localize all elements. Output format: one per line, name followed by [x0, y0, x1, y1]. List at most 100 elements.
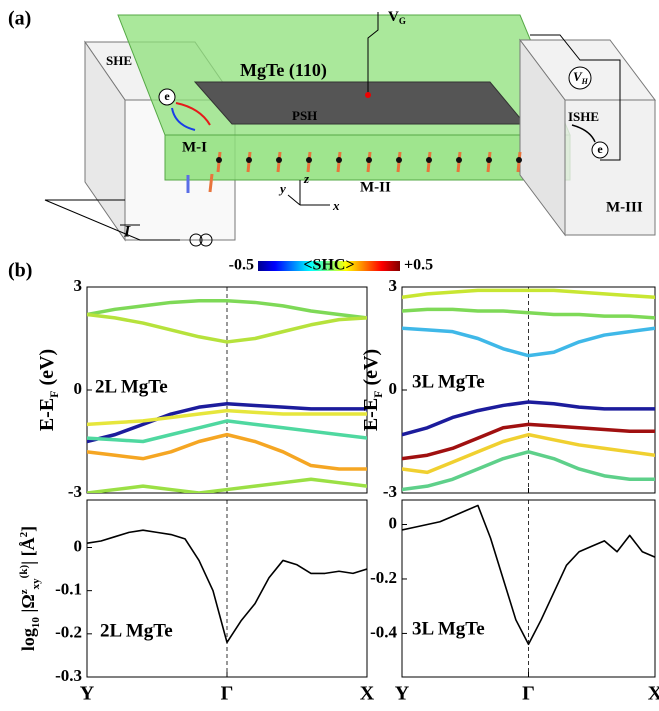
y-tick-label: -0.4 — [370, 622, 397, 641]
y-tick-label: 0 — [389, 379, 398, 398]
spin-path-red — [175, 102, 211, 126]
line-series — [402, 422, 655, 461]
hall-wire — [530, 34, 621, 161]
label-part: | [Å — [18, 537, 38, 564]
electron-out — [591, 141, 609, 159]
plot-annotation: 3L MgTe — [412, 618, 485, 639]
x-tick-label: Y — [80, 683, 95, 705]
label-part: V — [573, 69, 583, 84]
she-label: SHE — [106, 53, 132, 68]
ishe-label: ISHE — [568, 109, 599, 124]
region-label: M-III — [606, 199, 643, 215]
label-part: G — [399, 16, 406, 26]
plot: -3 0 3 3L MgTe E-EF (eV) — [360, 276, 656, 501]
label-part: 2 — [18, 531, 30, 537]
panel-label: (a) — [8, 8, 31, 30]
current-source — [199, 233, 213, 247]
line-series — [87, 312, 367, 344]
label-part: (k) — [18, 565, 30, 579]
label-part: ] — [18, 526, 38, 532]
line-series — [87, 432, 367, 471]
y-tick-label: 0 — [74, 536, 83, 555]
y-tick-label: 0 — [389, 513, 398, 532]
region-label: M-II — [360, 179, 391, 195]
y-tick-label: -0.1 — [55, 580, 82, 599]
y-tick-label: 3 — [389, 276, 398, 295]
hall-meter — [568, 66, 592, 90]
x-tick-label: X — [648, 683, 659, 705]
axis-label: z — [303, 171, 310, 186]
label-part: E-E — [360, 398, 382, 431]
electron-in — [158, 88, 176, 106]
x-tick-label: Γ — [221, 683, 234, 705]
x-tick-label: Γ — [522, 683, 535, 705]
spin-dot — [336, 157, 342, 163]
schematic — [44, 12, 656, 247]
y-axis-label: E-EF (eV) — [360, 349, 385, 431]
label-part: (eV) — [36, 349, 58, 391]
line-series — [402, 450, 655, 492]
y-axis-label: E-EF (eV) — [36, 349, 61, 431]
axis-y — [287, 194, 301, 206]
slab-label: MgTe (110) — [240, 60, 327, 81]
series-group — [87, 529, 367, 644]
label-part: H — [581, 77, 589, 86]
spin-dot — [486, 157, 492, 163]
gate-voltage: VG — [388, 9, 406, 26]
electron-label: e — [164, 89, 170, 103]
spin-dot — [306, 157, 312, 163]
spin-dot — [276, 157, 282, 163]
colorbar-tick-label: +0.5 — [404, 257, 433, 274]
schematic-labels: (a) (b) VG VH MgTe (110) SHE ISHE PSH M-… — [8, 8, 643, 282]
line-series — [87, 401, 367, 444]
line-series — [402, 288, 655, 300]
axis-label: x — [332, 198, 340, 213]
psh-label: PSH — [292, 108, 317, 123]
current-label: I — [123, 224, 131, 241]
line-series — [402, 504, 655, 646]
y-tick-label: -0.3 — [55, 666, 82, 685]
label-part: F — [371, 390, 385, 397]
electron-label: e — [597, 142, 603, 156]
label-part: 10 — [30, 617, 42, 629]
line-series — [87, 419, 367, 444]
y-tick-label: -3 — [68, 482, 82, 501]
y-axis-label: log10 |Ωzxy(k)| [Å2] — [18, 526, 42, 651]
series-group — [402, 504, 655, 646]
colorbar-gradient — [258, 261, 400, 271]
panel-label: (b) — [8, 260, 32, 282]
y-tick-label: -0.2 — [55, 623, 82, 642]
spin-dot — [456, 157, 462, 163]
line-series — [87, 298, 367, 320]
axis-label: y — [278, 181, 286, 196]
spin-dot — [246, 157, 252, 163]
spin-row — [186, 151, 522, 193]
she-box-side — [84, 40, 126, 242]
plot-annotation: 2L MgTe — [95, 376, 168, 397]
gate-contact — [365, 92, 371, 98]
region-label: M-I — [182, 139, 207, 155]
spin-path-blue — [171, 107, 196, 131]
spin-arrow — [208, 173, 214, 193]
plot: Y Γ X -0.4 -0.2 0 3L MgTe — [370, 499, 659, 705]
hall-voltage: VH — [573, 69, 589, 86]
line-series — [402, 326, 655, 358]
plot-annotation: 2L MgTe — [100, 620, 173, 641]
y-tick-label: 3 — [74, 276, 83, 295]
line-series — [87, 408, 367, 427]
gate-wire — [367, 12, 379, 95]
spin-dot — [426, 157, 432, 163]
series-group — [87, 298, 367, 493]
gate — [193, 81, 527, 125]
spin-dot — [516, 157, 522, 163]
ishe-path — [571, 124, 596, 143]
y-tick-label: -3 — [383, 482, 397, 501]
line-series — [87, 529, 367, 644]
line-series — [87, 477, 367, 493]
colorbar-tick-label: -0.5 — [229, 257, 254, 274]
colorbar: <SHC> -0.5 +0.5 — [229, 257, 433, 274]
line-series — [402, 307, 655, 320]
spin-dot — [396, 157, 402, 163]
label-part: |Ω — [18, 594, 38, 617]
plot-annotation: 3L MgTe — [412, 371, 485, 392]
